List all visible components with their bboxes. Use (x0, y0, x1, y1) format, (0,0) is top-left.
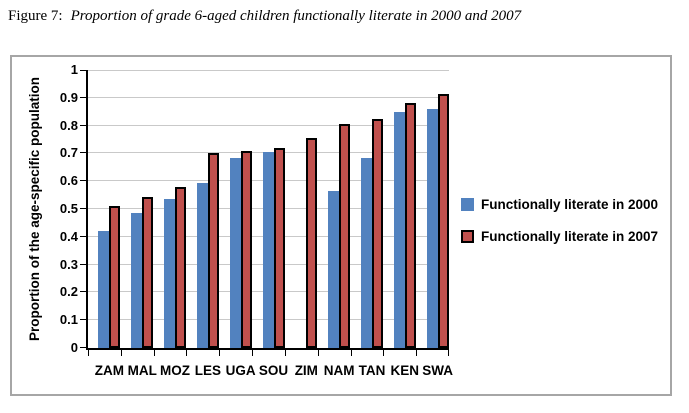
bar-2000-NAM (328, 190, 340, 348)
legend-entry-2000: Functionally literate in 2000 (461, 195, 658, 214)
y-tick-label: 0.8 (59, 117, 78, 133)
x-category-label: MOZ (160, 363, 191, 378)
x-tick-mark (120, 350, 122, 356)
x-category-label: ZIM (294, 363, 318, 378)
bar-2000-LES (196, 182, 208, 348)
y-tick-mark (80, 208, 86, 209)
x-category-label: TAN (358, 363, 386, 378)
gridline (88, 124, 449, 126)
bar-2007-SWA (437, 93, 449, 348)
y-tick-mark (80, 319, 86, 321)
legend-entry-2007: Functionally literate in 2007 (461, 227, 658, 246)
y-tick-label: 0.3 (59, 256, 78, 272)
x-axis-labels: ZAM MAL MOZ LES UGA SOU ZIM NAM TAN KEN SWA (88, 361, 453, 383)
x-tick-mark (284, 350, 286, 356)
y-tick-label: 1 (70, 62, 78, 77)
figure-title: Figure 7: Proportion of grade 6-aged chil… (8, 8, 668, 25)
y-tick-label: 0.4 (59, 228, 78, 244)
y-tick-label: 0 (70, 340, 78, 355)
bar-2000-SOU (262, 152, 274, 348)
bar-2000-TAN (360, 157, 372, 348)
x-tick-mark (416, 350, 418, 356)
bar-2007-SOU (273, 147, 285, 348)
y-tick-mark (80, 235, 86, 237)
bar-2007-MOZ (175, 186, 187, 348)
x-tick-mark (153, 350, 155, 356)
gridline (88, 70, 449, 71)
bar-2000-ZAM (98, 231, 110, 348)
bar-2007-KEN (404, 103, 416, 348)
x-tick-mark (219, 350, 221, 356)
x-tick-mark (186, 350, 188, 356)
y-tick-mark (80, 96, 86, 98)
y-tick-label: 0.5 (59, 201, 78, 216)
bar-2007-ZIM (306, 138, 318, 348)
bar-2000-SWA (426, 108, 438, 348)
x-category-label: SWA (422, 363, 453, 378)
y-tick-label: 0.9 (59, 89, 78, 105)
bar-2007-ZAM (109, 206, 121, 348)
bar-2000-KEN (393, 111, 405, 348)
y-tick-label: 0.7 (59, 145, 78, 161)
x-tick-mark (252, 350, 254, 356)
plot-area (80, 70, 449, 356)
x-category-label: ZAM (94, 363, 125, 378)
y-tick-mark (80, 347, 86, 348)
bar-2000-MAL (131, 213, 143, 348)
x-tick-mark (88, 350, 89, 356)
x-tick-mark (350, 350, 352, 356)
x-category-label: LES (194, 363, 221, 378)
y-tick-label: 0.6 (59, 173, 78, 189)
legend-swatch-2007 (461, 230, 474, 243)
bar-2007-NAM (339, 124, 351, 348)
y-tick-mark (80, 180, 86, 182)
chart-frame: Proportion of the age-specific populatio… (10, 55, 672, 396)
bar-2007-MAL (142, 196, 154, 348)
figure-label: Figure 7: (8, 8, 63, 24)
y-tick-label: 0.1 (59, 312, 78, 328)
legend-swatch-2000 (461, 198, 474, 211)
bar-2000-UGA (229, 157, 241, 348)
y-tick-mark (80, 70, 86, 71)
x-tick-mark (317, 350, 319, 356)
legend-label-2000: Functionally literate in 2000 (481, 197, 659, 212)
bar-2007-TAN (371, 118, 383, 348)
x-category-label: KEN (390, 363, 420, 378)
y-axis-tick-labels: 1 0.9 0.8 0.7 0.6 0.5 0.4 0.3 0.2 0.1 0 (12, 63, 78, 355)
y-tick-mark (80, 124, 86, 126)
legend: Functionally literate in 2000 Functionall… (461, 195, 658, 259)
x-category-label: NAM (323, 363, 355, 378)
gridline (88, 96, 449, 98)
y-tick-mark (80, 152, 86, 154)
figure-caption: Proportion of grade 6-aged children func… (70, 8, 522, 24)
x-category-label: SOU (258, 363, 289, 378)
bar-2007-UGA (240, 150, 252, 348)
legend-label-2007: Functionally literate in 2007 (481, 229, 659, 244)
x-category-label: UGA (225, 363, 256, 378)
y-tick-label: 0.2 (59, 284, 78, 300)
x-category-label: MAL (127, 363, 157, 378)
y-tick-mark (80, 263, 86, 265)
x-tick-mark (448, 350, 449, 356)
x-tick-mark (383, 350, 385, 356)
bar-2000-MOZ (164, 199, 176, 348)
y-tick-mark (80, 291, 86, 293)
bar-2007-LES (207, 153, 219, 348)
